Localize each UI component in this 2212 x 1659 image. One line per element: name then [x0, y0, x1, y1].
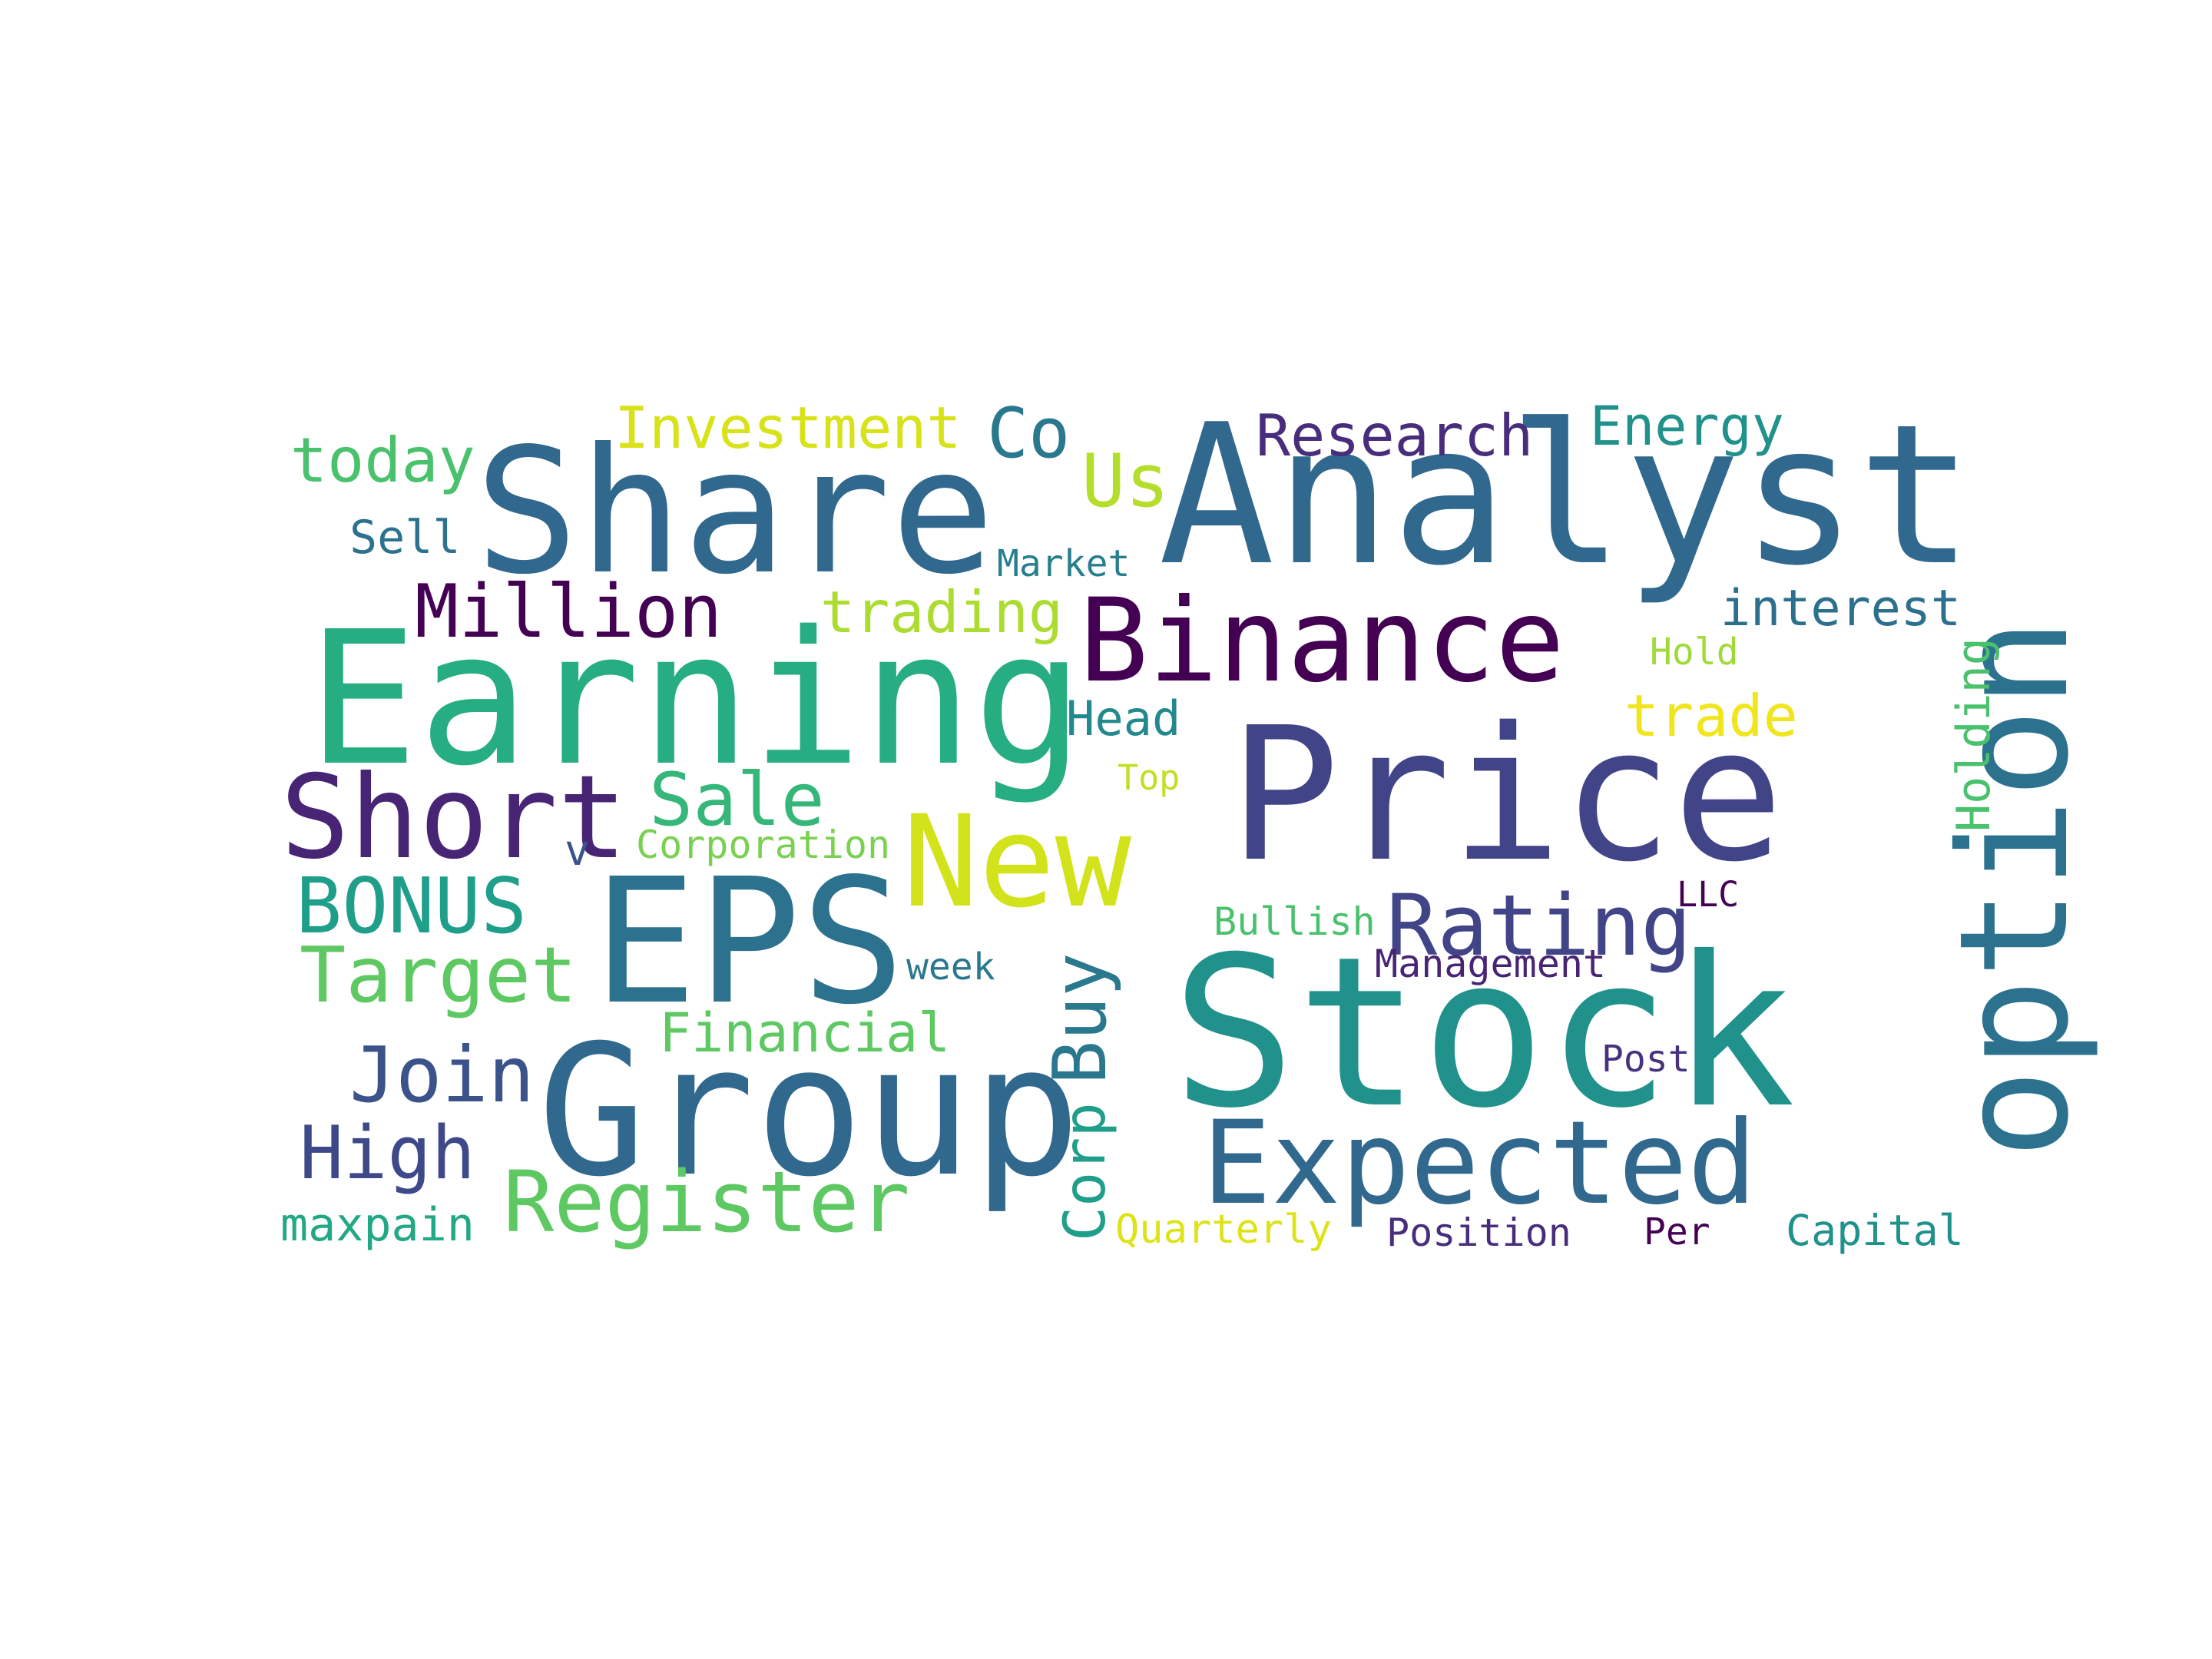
word-investment: Investment	[614, 394, 962, 462]
word-capital: Capital	[1786, 1206, 1964, 1255]
word-co: Co	[987, 393, 1071, 474]
word-top: Top	[1118, 757, 1181, 798]
word-million: Million	[415, 570, 723, 654]
word-head: Head	[1066, 690, 1181, 747]
word-week: week	[906, 945, 995, 988]
word-price: Price	[1229, 687, 1784, 902]
word-expected: Expected	[1202, 1097, 1757, 1230]
word-eps: EPS	[593, 842, 906, 1043]
word-hold: Hold	[1650, 631, 1739, 674]
word-research: Research	[1256, 402, 1534, 469]
word-corp: Corp	[1051, 1102, 1118, 1241]
word-v: v	[565, 826, 591, 875]
word-bullish: Bullish	[1214, 899, 1376, 944]
word-new: New	[902, 788, 1132, 935]
word-earning: Earning	[307, 591, 1084, 806]
word-register: Register	[503, 1153, 910, 1251]
word-short: Short	[280, 751, 628, 885]
word-maxpain: maxpain	[280, 1198, 475, 1252]
word-sell: Sell	[349, 511, 461, 565]
word-today: today	[290, 425, 475, 496]
word-binance: Binance	[1079, 575, 1565, 708]
word-analyst: Analyst	[1158, 383, 1975, 608]
word-corporation: Corporation	[636, 823, 891, 867]
word-financial: Financial	[659, 1002, 951, 1065]
word-stock: Stock	[1171, 912, 1796, 1154]
word-holding: Holding	[1947, 637, 2001, 832]
word-trading: trading	[820, 578, 1064, 646]
word-share: Share	[475, 412, 995, 613]
word-bonus: BONUS	[296, 861, 528, 951]
word-rating: Rating	[1386, 876, 1692, 975]
word-sale: Sale	[649, 758, 825, 843]
word-buy: Buy	[1038, 952, 1123, 1084]
word-llc: LLC	[1677, 874, 1740, 915]
word-energy: Energy	[1590, 395, 1784, 458]
word-post: Post	[1601, 1038, 1690, 1081]
word-quarterly: Quarterly	[1115, 1207, 1332, 1253]
word-join: Join	[349, 1030, 535, 1120]
word-market: Market	[997, 542, 1131, 585]
word-target: Target	[300, 930, 578, 1020]
word-trade: trade	[1624, 682, 1798, 750]
word-management: Management	[1375, 942, 1607, 986]
word-interest: interest	[1720, 580, 1962, 637]
word-group: Group	[538, 1007, 1081, 1217]
word-position: Position	[1386, 1210, 1571, 1255]
word-per: Per	[1644, 1210, 1710, 1253]
word-us: Us	[1081, 439, 1170, 524]
word-high: High	[300, 1111, 475, 1196]
